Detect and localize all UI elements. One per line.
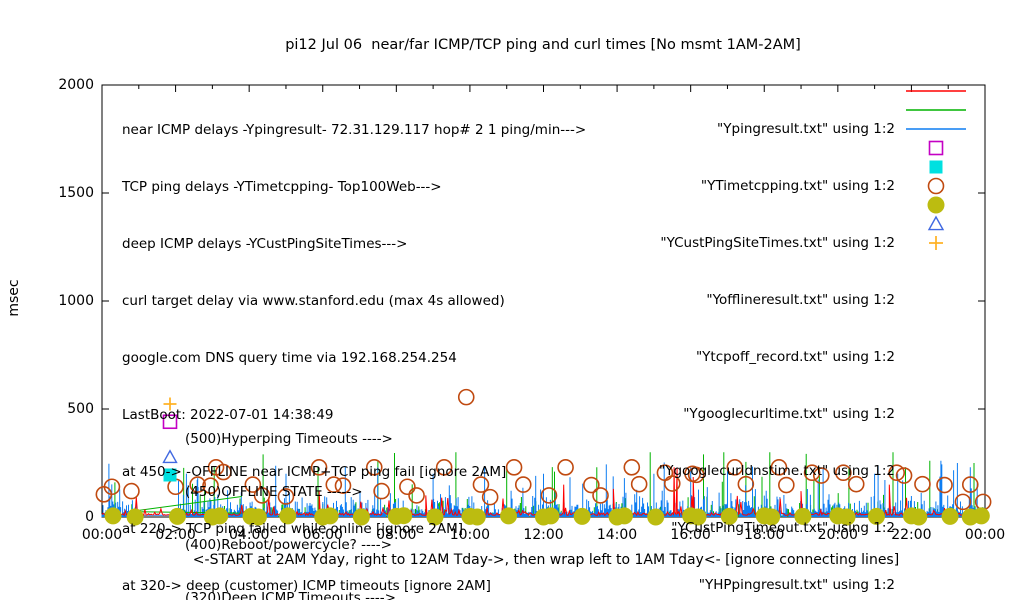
info-line: deep ICMP delays -YCustPingSiteTimes---> (122, 236, 408, 252)
x-axis-caption: <-START at 2AM Yday, right to 12AM Tday-… (192, 552, 900, 568)
x-tick-label-1200: 12:00 (523, 527, 564, 543)
x-tick-label-0000a: 00:00 (81, 527, 123, 543)
info-line: at 450-> -OFFLINE near ICMP+TCP ping fai… (122, 464, 507, 480)
legend-label-ycustpingsitetimes: "YCustPingSiteTimes.txt" using 1:2 (660, 235, 895, 251)
info-line: at 220-> TCP ping failed while online [i… (122, 521, 464, 537)
legend-labels: "Ypingresult.txt" using 1:2 "YTimetcppin… (659, 82, 895, 600)
legend-label-ygooglecurltime: "Ygooglecurltime.txt" using 1:2 (683, 406, 895, 422)
y-tick-label-500: 500 (67, 401, 94, 417)
x-tick-label-0800: 08:00 (376, 527, 417, 543)
y-tick-label-1500: 1500 (58, 185, 94, 201)
x-tick-label-1000: 10:00 (449, 527, 491, 543)
info-text-block: near ICMP delays -Ypingresult- 72.31.129… (122, 83, 586, 600)
x-tick-label-1800: 18:00 (744, 527, 785, 543)
x-tick-label-2000: 20:00 (817, 527, 858, 543)
chart-title: pi12 Jul 06 near/far ICMP/TCP ping and c… (285, 37, 801, 53)
info-line: google.com DNS query time via 192.168.25… (122, 350, 457, 366)
y-tick-label-1000: 1000 (58, 293, 94, 309)
y-tick-label-2000: 2000 (58, 77, 94, 93)
annotation-offline-state: (450)OFFLINE STATE -----> (185, 483, 363, 500)
x-tick-label-0400: 04:00 (229, 527, 270, 543)
legend-label-ytcpoff-record: "Ytcpoff_record.txt" using 1:2 (695, 349, 895, 365)
x-tick-label-1400: 14:00 (596, 527, 638, 543)
legend-label-ypingresult: "Ypingresult.txt" using 1:2 (717, 121, 895, 137)
legend-label-yofflineresult: "Yofflineresult.txt" using 1:2 (706, 292, 895, 308)
x-tick-label-0600: 06:00 (302, 527, 343, 543)
x-tick-label-0200: 02:00 (155, 527, 196, 543)
info-line: curl target delay via www.stanford.edu (… (122, 293, 505, 309)
info-line: TCP ping delays -YTimetcpping- Top100Web… (122, 179, 442, 195)
y-tick-label-0: 0 (85, 509, 94, 525)
annotation-hyperping-timeouts: (500)Hyperping Timeouts ----> (185, 430, 393, 447)
y-axis-label: msec (6, 279, 22, 317)
info-line: near ICMP delays -Ypingresult- 72.31.129… (122, 122, 587, 138)
x-tick-label-0000b: 00:00 (964, 527, 1006, 543)
x-tick-label-2200: 22:00 (891, 527, 932, 543)
legend-label-ygooglecurldnstime: "Ygooglecurldnstime.txt" using 1:2 (659, 463, 895, 479)
info-line: at 320-> deep (customer) ICMP timeouts [… (122, 578, 491, 594)
annotation-deep-icmp-timeouts: (320)Deep ICMP Timeouts ----> (185, 590, 396, 600)
legend-label-ycustpingtimeout: "YCustPingTimeout.txt" using 1:2 (671, 520, 895, 536)
info-line: LastBoot: 2022-07-01 14:38:49 (122, 407, 334, 423)
annotation-block: (500)Hyperping Timeouts ----> (450)OFFLI… (185, 395, 396, 600)
legend-label-ytimetcpping: "YTimetcpping.txt" using 1:2 (700, 178, 895, 194)
legend-label-yhppingresult: "YHPpingresult.txt" using 1:2 (698, 577, 895, 593)
x-tick-label-1600: 16:00 (670, 527, 711, 543)
annotation-reboot-powercycle: (400)Reboot/powercycle? ----> (185, 537, 392, 553)
